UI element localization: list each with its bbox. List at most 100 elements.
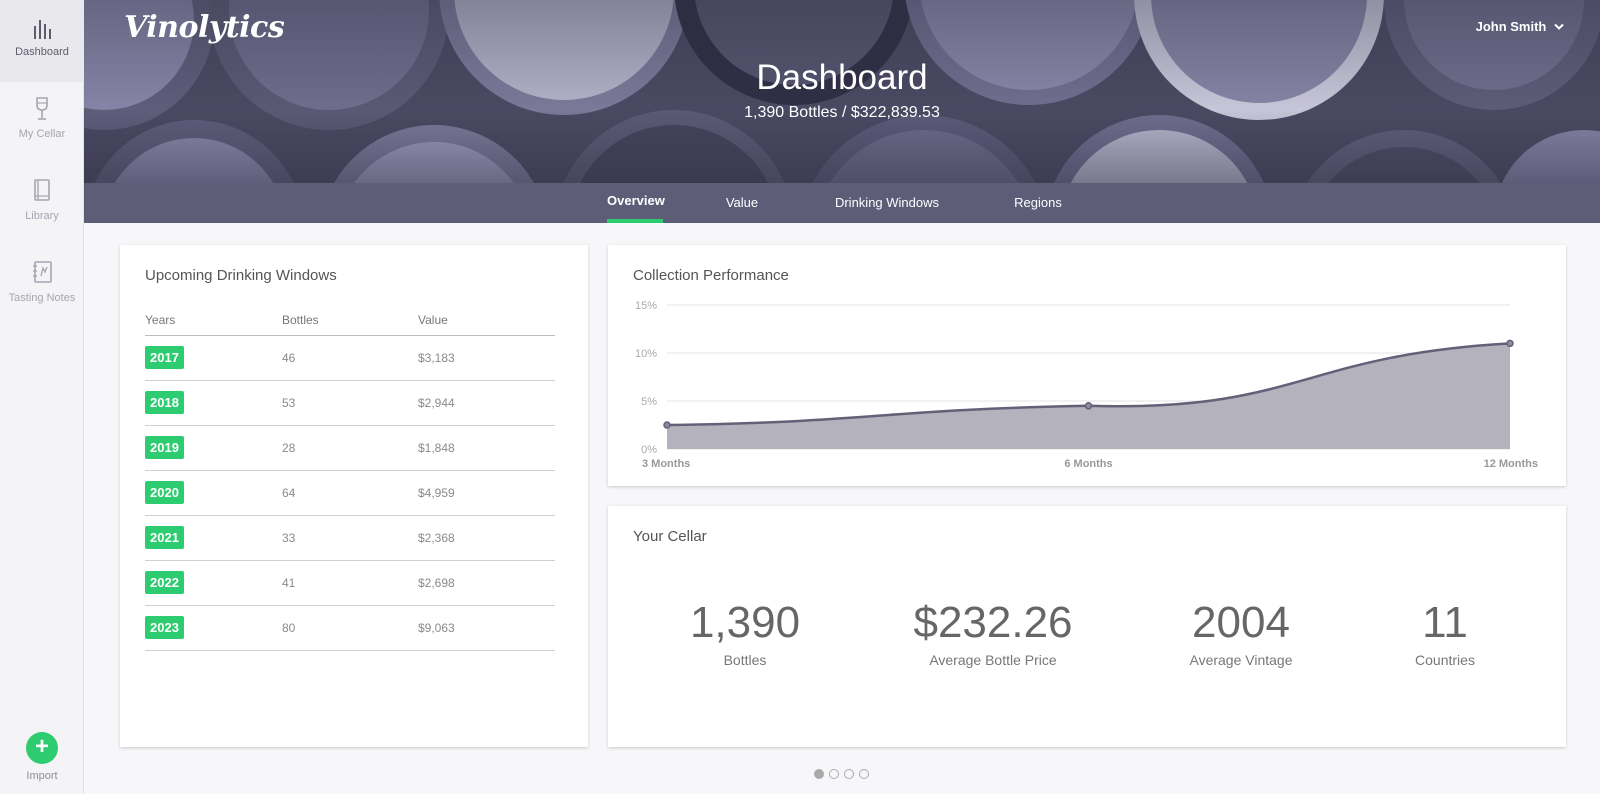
pager-dot[interactable] — [844, 769, 854, 779]
table-header-row: Years Bottles Value — [145, 313, 555, 336]
pager-dot[interactable] — [859, 769, 869, 779]
table-row: 2022 41 $2,698 — [145, 560, 555, 606]
bar-chart-icon — [34, 20, 51, 39]
pager-dot[interactable] — [814, 769, 824, 779]
tab-value[interactable]: Value — [720, 183, 764, 223]
year-badge: 2020 — [145, 481, 184, 504]
tab-label: Value — [725, 195, 759, 210]
stat-bottles: 1,390 Bottles — [635, 596, 855, 668]
pager-dot[interactable] — [829, 769, 839, 779]
bottles-cell: 28 — [282, 425, 418, 471]
sidebar: Dashboard My Cellar Library Tasting Note… — [0, 0, 84, 794]
stat-value: 1,390 — [689, 598, 801, 647]
tab-label: Drinking Windows — [834, 195, 940, 210]
stat-countries: 11 Countries — [1335, 596, 1555, 668]
x-tick-label: 12 Months — [1484, 458, 1538, 470]
stat-label: Bottles — [723, 652, 767, 668]
year-badge: 2022 — [145, 571, 184, 594]
table-body: 2017 46 $3,183 2018 53 $2,944 2019 28 $1,848 2020… — [145, 335, 555, 651]
stat-value: 2004 — [1192, 598, 1290, 647]
stat-value: $232.26 — [913, 598, 1073, 647]
area-fill — [667, 343, 1510, 449]
value-cell: $4,959 — [418, 470, 555, 516]
bottles-cell: 80 — [282, 605, 418, 651]
table-row: 2017 46 $3,183 — [145, 335, 555, 381]
table-row: 2018 53 $2,944 — [145, 380, 555, 426]
value-cell: $3,183 — [418, 335, 555, 381]
sidebar-item-dashboard[interactable]: Dashboard — [0, 0, 84, 82]
chevron-down-icon — [1554, 23, 1564, 30]
sidebar-item-tasting-notes[interactable]: Tasting Notes — [0, 246, 84, 328]
sidebar-item-label: Dashboard — [15, 46, 69, 58]
x-tick-label: 3 Months — [642, 458, 690, 470]
table-row: 2020 64 $4,959 — [145, 470, 555, 516]
year-badge: 2017 — [145, 346, 184, 369]
bottles-cell: 46 — [282, 335, 418, 381]
tab-bar: Overview Value Drinking Windows Regions — [84, 183, 1600, 223]
tab-label: Overview — [607, 193, 665, 208]
tab-drinking-windows[interactable]: Drinking Windows — [834, 183, 940, 223]
y-tick-label: 10% — [635, 348, 657, 360]
year-badge: 2023 — [145, 616, 184, 639]
stat-label: Countries — [1415, 652, 1475, 668]
column-header: Bottles — [282, 313, 418, 336]
bottles-cell: 33 — [282, 515, 418, 561]
value-cell: $9,063 — [418, 605, 555, 651]
year-badge: 2021 — [145, 526, 184, 549]
sidebar-item-label: My Cellar — [18, 128, 66, 140]
stat-value: 11 — [1422, 598, 1468, 647]
tab-overview[interactable]: Overview — [607, 183, 665, 223]
card-title: Collection Performance — [633, 267, 789, 284]
y-tick-label: 5% — [641, 396, 657, 408]
hero-header: Vinolytics John Smith Dashboard 1,390 Bo… — [84, 0, 1600, 183]
performance-chart: 0% 5% 10% 15% 3 Months 6 Months 12 Months — [635, 300, 1538, 470]
stat-average-bottle-price: $232.26 Average Bottle Price — [883, 596, 1103, 668]
year-badge: 2018 — [145, 391, 184, 414]
stat-average-vintage: 2004 Average Vintage — [1131, 596, 1351, 668]
sidebar-item-my-cellar[interactable]: My Cellar — [0, 82, 84, 164]
stat-label: Average Bottle Price — [929, 652, 1057, 668]
table-row: 2021 33 $2,368 — [145, 515, 555, 561]
sidebar-item-label: Library — [25, 210, 59, 222]
year-cell: 2020 — [145, 470, 282, 516]
page-title: Dashboard — [756, 58, 928, 97]
bottles-cell: 53 — [282, 380, 418, 426]
barrel-background — [84, 0, 1600, 183]
value-cell: $2,698 — [418, 560, 555, 606]
y-tick-label: 15% — [635, 300, 657, 312]
your-cellar-card: Your Cellar 1,390 Bottles $232.26 Averag… — [608, 506, 1566, 747]
card-title: Upcoming Drinking Windows — [145, 267, 337, 284]
sidebar-item-label: Tasting Notes — [8, 292, 76, 304]
drinking-windows-table: Years Bottles Value 2017 46 $3,183 2018 53 $2… — [145, 313, 555, 651]
column-header: Value — [418, 313, 555, 336]
table-row: 2019 28 $1,848 — [145, 425, 555, 471]
user-menu[interactable]: John Smith — [1476, 19, 1564, 34]
sidebar-item-library[interactable]: Library — [0, 164, 84, 246]
data-point — [1506, 339, 1514, 348]
notebook-icon — [33, 261, 52, 283]
data-point — [663, 421, 671, 429]
tab-regions[interactable]: Regions — [1010, 183, 1066, 223]
drinking-windows-card: Upcoming Drinking Windows Years Bottles … — [120, 245, 588, 747]
column-header: Years — [145, 313, 282, 336]
year-cell: 2022 — [145, 560, 282, 606]
x-tick-label: 6 Months — [1064, 458, 1112, 470]
year-cell: 2023 — [145, 605, 282, 651]
user-name: John Smith — [1475, 19, 1547, 34]
app-logo[interactable]: Vinolytics — [124, 10, 285, 45]
y-tick-label: 0% — [641, 444, 657, 456]
value-cell: $1,848 — [418, 425, 555, 471]
year-badge: 2019 — [145, 436, 184, 459]
page-subtitle: 1,390 Bottles / $322,839.53 — [744, 104, 940, 121]
wine-glass-icon — [36, 97, 48, 120]
import-button[interactable]: + Import — [0, 732, 84, 782]
tab-label: Regions — [1014, 195, 1062, 210]
bottles-cell: 64 — [282, 470, 418, 516]
plus-icon: + — [26, 732, 58, 764]
year-cell: 2018 — [145, 380, 282, 426]
year-cell: 2017 — [145, 335, 282, 381]
value-cell: $2,944 — [418, 380, 555, 426]
book-icon — [34, 179, 50, 201]
bottles-cell: 41 — [282, 560, 418, 606]
value-cell: $2,368 — [418, 515, 555, 561]
